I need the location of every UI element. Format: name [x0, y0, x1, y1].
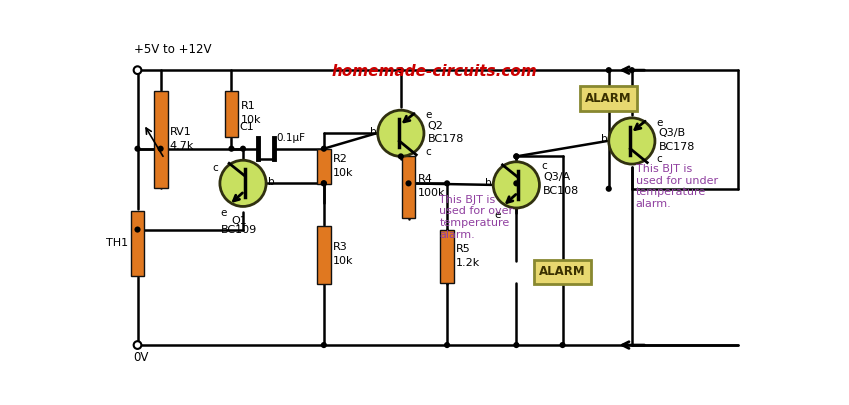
Text: e: e — [425, 110, 432, 120]
Text: 100k: 100k — [418, 188, 445, 198]
Circle shape — [406, 180, 412, 186]
Text: 1.2k: 1.2k — [456, 258, 481, 268]
Circle shape — [321, 146, 327, 152]
Text: This BJT is: This BJT is — [636, 164, 692, 174]
Text: 4.7k: 4.7k — [170, 141, 194, 151]
Text: alarm.: alarm. — [439, 230, 475, 239]
Circle shape — [398, 67, 404, 73]
Text: c: c — [656, 154, 662, 164]
Text: used for under: used for under — [636, 176, 717, 185]
Circle shape — [133, 66, 141, 74]
Text: +5V to +12V: +5V to +12V — [133, 43, 211, 56]
Text: BC178: BC178 — [428, 134, 464, 145]
Circle shape — [605, 67, 612, 73]
Text: 10k: 10k — [240, 115, 261, 125]
Text: TH1: TH1 — [106, 239, 128, 248]
Text: R5: R5 — [456, 244, 471, 254]
Circle shape — [629, 67, 635, 73]
Circle shape — [514, 153, 520, 160]
FancyBboxPatch shape — [317, 149, 331, 184]
Text: c: c — [541, 162, 547, 171]
Circle shape — [321, 342, 327, 348]
Text: b: b — [369, 127, 376, 137]
Text: e: e — [494, 209, 500, 220]
Circle shape — [378, 110, 424, 156]
Circle shape — [321, 180, 327, 186]
FancyBboxPatch shape — [154, 92, 167, 188]
Text: c: c — [212, 163, 218, 173]
Circle shape — [444, 342, 450, 348]
FancyBboxPatch shape — [534, 260, 591, 284]
FancyBboxPatch shape — [580, 86, 638, 111]
Circle shape — [240, 146, 246, 152]
Text: R1: R1 — [240, 101, 256, 111]
Text: 10k: 10k — [333, 256, 353, 266]
Text: b: b — [600, 134, 607, 145]
Text: b: b — [485, 178, 492, 188]
Text: RV1: RV1 — [170, 127, 192, 137]
Text: ALARM: ALARM — [586, 92, 632, 105]
Circle shape — [134, 226, 141, 232]
Text: 10k: 10k — [333, 168, 353, 177]
Text: used for over: used for over — [439, 207, 514, 216]
FancyBboxPatch shape — [440, 230, 454, 284]
Circle shape — [134, 146, 141, 152]
Text: e: e — [656, 117, 663, 128]
Circle shape — [559, 342, 565, 348]
Text: R3: R3 — [333, 242, 348, 252]
Circle shape — [493, 162, 539, 208]
Circle shape — [133, 341, 141, 349]
Circle shape — [514, 180, 520, 186]
Circle shape — [321, 180, 327, 186]
Text: ALARM: ALARM — [539, 265, 586, 278]
FancyBboxPatch shape — [317, 226, 331, 284]
Text: Q3/B: Q3/B — [659, 128, 686, 138]
Text: b: b — [267, 177, 274, 187]
Text: R2: R2 — [333, 154, 348, 164]
FancyBboxPatch shape — [131, 211, 144, 276]
Circle shape — [398, 153, 404, 160]
Text: 0V: 0V — [133, 351, 149, 364]
Text: Q2: Q2 — [428, 121, 444, 130]
Text: c: c — [425, 147, 431, 157]
Text: e: e — [221, 208, 227, 218]
Text: temperature: temperature — [439, 218, 509, 228]
Text: BC109: BC109 — [221, 225, 257, 235]
Text: Q1: Q1 — [231, 216, 247, 226]
Circle shape — [514, 153, 520, 160]
Circle shape — [228, 146, 234, 152]
Text: Q3/A: Q3/A — [543, 172, 571, 182]
FancyBboxPatch shape — [224, 91, 239, 137]
Circle shape — [220, 160, 266, 207]
Text: R4: R4 — [418, 175, 433, 185]
Text: temperature: temperature — [636, 187, 706, 197]
Text: C1: C1 — [239, 122, 255, 132]
Text: alarm.: alarm. — [636, 199, 672, 209]
Text: BC108: BC108 — [543, 186, 580, 196]
Circle shape — [609, 118, 655, 164]
Text: This BJT is: This BJT is — [439, 195, 496, 205]
Circle shape — [514, 342, 520, 348]
Text: homemade-circuits.com: homemade-circuits.com — [332, 64, 537, 79]
Circle shape — [444, 180, 450, 186]
Circle shape — [605, 185, 612, 192]
Text: BC178: BC178 — [659, 142, 695, 152]
Circle shape — [158, 146, 164, 152]
FancyBboxPatch shape — [402, 156, 415, 218]
Text: 0.1μF: 0.1μF — [276, 132, 305, 143]
